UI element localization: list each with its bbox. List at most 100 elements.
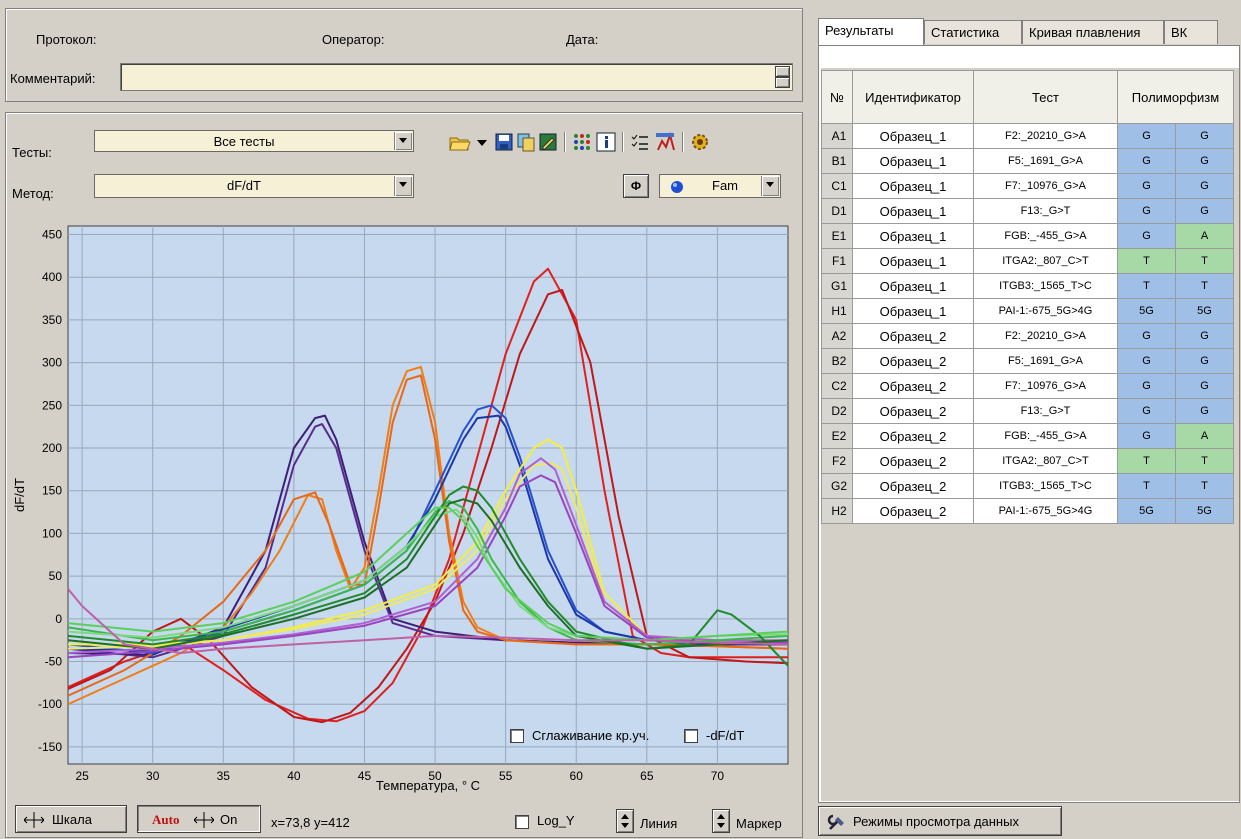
phi-button[interactable]: Ф bbox=[623, 174, 649, 198]
tab-3[interactable]: ВК bbox=[1164, 20, 1218, 44]
checklist-icon[interactable] bbox=[630, 132, 650, 152]
well-cell[interactable]: A1 bbox=[821, 123, 853, 149]
test-cell[interactable]: F13:_G>T bbox=[973, 198, 1118, 224]
info-icon[interactable] bbox=[596, 132, 616, 152]
identifier-cell[interactable]: Образец_1 bbox=[852, 148, 974, 174]
well-cell[interactable]: A2 bbox=[821, 323, 853, 349]
allele1-cell[interactable]: G bbox=[1117, 123, 1176, 149]
table-row[interactable]: E1 Образец_1 FGB:_-455_G>A G A bbox=[821, 223, 1234, 249]
table-row[interactable]: G1 Образец_1 ITGB3:_1565_T>C T T bbox=[821, 273, 1234, 299]
identifier-cell[interactable]: Образец_1 bbox=[852, 223, 974, 249]
scale-button[interactable]: Шкала bbox=[15, 805, 127, 833]
save-icon[interactable] bbox=[494, 132, 514, 152]
well-cell[interactable]: E1 bbox=[821, 223, 853, 249]
table-row[interactable]: A2 Образец_2 F2:_20210_G>A G G bbox=[821, 323, 1234, 349]
well-cell[interactable]: F2 bbox=[821, 448, 853, 474]
dropdown-arrow-icon[interactable] bbox=[476, 138, 488, 148]
allele1-cell[interactable]: T bbox=[1117, 448, 1176, 474]
allele1-cell[interactable]: 5G bbox=[1117, 498, 1176, 524]
column-header[interactable]: № bbox=[821, 70, 853, 124]
identifier-cell[interactable]: Образец_1 bbox=[852, 248, 974, 274]
allele1-cell[interactable]: G bbox=[1117, 223, 1176, 249]
allele1-cell[interactable]: 5G bbox=[1117, 298, 1176, 324]
table-row[interactable]: H2 Образец_2 PAI-1:-675_5G>4G 5G 5G bbox=[821, 498, 1234, 524]
identifier-cell[interactable]: Образец_2 bbox=[852, 498, 974, 524]
allele1-cell[interactable]: G bbox=[1117, 398, 1176, 424]
well-cell[interactable]: B2 bbox=[821, 348, 853, 374]
identifier-cell[interactable]: Образец_1 bbox=[852, 198, 974, 224]
tab-1[interactable]: Статистика bbox=[924, 20, 1022, 44]
allele1-cell[interactable]: G bbox=[1117, 198, 1176, 224]
test-cell[interactable]: F7:_10976_G>A bbox=[973, 173, 1118, 199]
identifier-cell[interactable]: Образец_1 bbox=[852, 173, 974, 199]
tests-select[interactable]: Все тесты bbox=[94, 130, 414, 152]
chevron-down-icon[interactable] bbox=[394, 132, 412, 150]
test-cell[interactable]: ITGB3:_1565_T>C bbox=[973, 273, 1118, 299]
allele1-cell[interactable]: G bbox=[1117, 373, 1176, 399]
allele1-cell[interactable]: G bbox=[1117, 148, 1176, 174]
identifier-cell[interactable]: Образец_1 bbox=[852, 123, 974, 149]
well-cell[interactable]: C2 bbox=[821, 373, 853, 399]
comment-input[interactable] bbox=[120, 63, 793, 91]
allele2-cell[interactable]: G bbox=[1175, 398, 1234, 424]
test-cell[interactable]: ITGA2:_807_C>T bbox=[973, 248, 1118, 274]
identifier-cell[interactable]: Образец_2 bbox=[852, 373, 974, 399]
well-cell[interactable]: F1 bbox=[821, 248, 853, 274]
allele2-cell[interactable]: G bbox=[1175, 173, 1234, 199]
allele1-cell[interactable]: T bbox=[1117, 273, 1176, 299]
test-cell[interactable]: F5:_1691_G>A bbox=[973, 148, 1118, 174]
table-row[interactable]: B1 Образец_1 F5:_1691_G>A G G bbox=[821, 148, 1234, 174]
allele1-cell[interactable]: G bbox=[1117, 348, 1176, 374]
allele2-cell[interactable]: 5G bbox=[1175, 298, 1234, 324]
tab-0[interactable]: Результаты bbox=[818, 18, 924, 45]
marker-spinner-button[interactable] bbox=[712, 809, 730, 833]
allele2-cell[interactable]: G bbox=[1175, 198, 1234, 224]
allele2-cell[interactable]: T bbox=[1175, 473, 1234, 499]
auto-scale-button[interactable]: Auto On bbox=[137, 805, 261, 833]
line-spinner-button[interactable] bbox=[616, 809, 634, 833]
test-cell[interactable]: ITGA2:_807_C>T bbox=[973, 448, 1118, 474]
grid-dots-icon[interactable] bbox=[572, 132, 592, 152]
test-cell[interactable]: FGB:_-455_G>A bbox=[973, 423, 1118, 449]
allele1-cell[interactable]: G bbox=[1117, 323, 1176, 349]
open-folder-icon[interactable] bbox=[448, 132, 472, 152]
table-row[interactable]: C2 Образец_2 F7:_10976_G>A G G bbox=[821, 373, 1234, 399]
identifier-cell[interactable]: Образец_2 bbox=[852, 448, 974, 474]
well-cell[interactable]: B1 bbox=[821, 148, 853, 174]
identifier-cell[interactable]: Образец_2 bbox=[852, 323, 974, 349]
allele1-cell[interactable]: T bbox=[1117, 248, 1176, 274]
neg-df-checkbox[interactable] bbox=[684, 729, 698, 743]
table-row[interactable]: G2 Образец_2 ITGB3:_1565_T>C T T bbox=[821, 473, 1234, 499]
well-cell[interactable]: G1 bbox=[821, 273, 853, 299]
table-row[interactable]: D2 Образец_2 F13:_G>T G G bbox=[821, 398, 1234, 424]
identifier-cell[interactable]: Образец_2 bbox=[852, 423, 974, 449]
log-y-checkbox[interactable] bbox=[515, 815, 529, 829]
test-cell[interactable]: F2:_20210_G>A bbox=[973, 123, 1118, 149]
allele2-cell[interactable]: A bbox=[1175, 223, 1234, 249]
table-row[interactable]: D1 Образец_1 F13:_G>T G G bbox=[821, 198, 1234, 224]
table-row[interactable]: F1 Образец_1 ITGA2:_807_C>T T T bbox=[821, 248, 1234, 274]
view-modes-button[interactable]: Режимы просмотра данных bbox=[818, 806, 1062, 836]
allele2-cell[interactable]: G bbox=[1175, 373, 1234, 399]
test-cell[interactable]: PAI-1:-675_5G>4G bbox=[973, 298, 1118, 324]
allele1-cell[interactable]: G bbox=[1117, 423, 1176, 449]
table-row[interactable]: E2 Образец_2 FGB:_-455_G>A G A bbox=[821, 423, 1234, 449]
allele2-cell[interactable]: T bbox=[1175, 448, 1234, 474]
well-cell[interactable]: C1 bbox=[821, 173, 853, 199]
test-cell[interactable]: F7:_10976_G>A bbox=[973, 373, 1118, 399]
table-row[interactable]: A1 Образец_1 F2:_20210_G>A G G bbox=[821, 123, 1234, 149]
report-icon[interactable] bbox=[654, 132, 676, 152]
identifier-cell[interactable]: Образец_2 bbox=[852, 398, 974, 424]
allele2-cell[interactable]: G bbox=[1175, 148, 1234, 174]
copy-icon[interactable] bbox=[516, 132, 536, 152]
test-cell[interactable]: F5:_1691_G>A bbox=[973, 348, 1118, 374]
channel-select[interactable]: Fam bbox=[659, 174, 781, 198]
allele2-cell[interactable]: A bbox=[1175, 423, 1234, 449]
melting-curve-chart[interactable]: 25 30 35 40 45 50 55 60 65 70 -150 -100 -50 0 50 100 150… bbox=[10, 222, 798, 812]
allele1-cell[interactable]: G bbox=[1117, 173, 1176, 199]
identifier-cell[interactable]: Образец_1 bbox=[852, 273, 974, 299]
column-header[interactable]: Идентификатор bbox=[852, 70, 974, 124]
allele2-cell[interactable]: G bbox=[1175, 323, 1234, 349]
test-cell[interactable]: F13:_G>T bbox=[973, 398, 1118, 424]
settings-gear-icon[interactable] bbox=[690, 132, 710, 152]
